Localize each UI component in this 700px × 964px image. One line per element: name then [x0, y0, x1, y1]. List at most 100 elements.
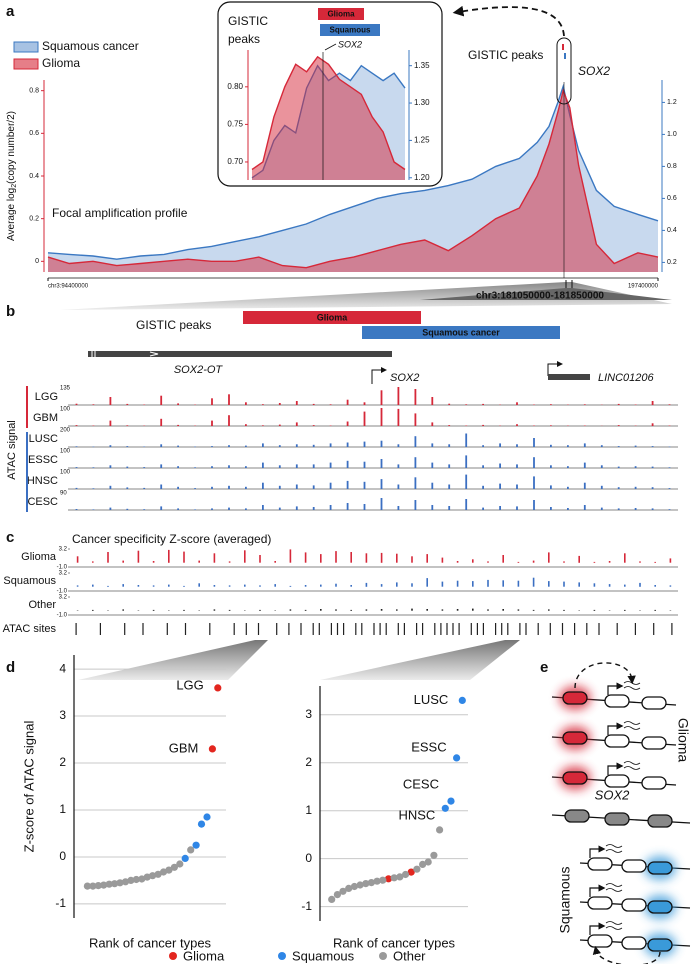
- track-max: 100: [60, 407, 71, 413]
- signal-bar: [245, 424, 247, 426]
- zscore-bar: [608, 584, 611, 587]
- point: [170, 863, 178, 871]
- signal-bar: [533, 476, 535, 489]
- zscore-bar: [578, 555, 580, 563]
- signal-bar: [668, 509, 671, 510]
- y-tick-label: -1: [55, 896, 66, 910]
- zscore-bar: [426, 609, 428, 611]
- zscore-bar: [456, 561, 459, 563]
- signal-bar: [346, 460, 349, 468]
- e-label: Squamous: [557, 867, 573, 934]
- signal-bar: [397, 387, 400, 405]
- zscore-bar: [107, 585, 109, 587]
- panel-label: a: [6, 3, 15, 20]
- y-tick-label: 2: [305, 755, 312, 769]
- element-box: [562, 691, 588, 705]
- signal-bar: [126, 425, 129, 426]
- zscore-bar: [92, 609, 94, 611]
- signal-bar: [397, 408, 400, 426]
- signal-bar: [109, 420, 112, 426]
- signal-bar: [380, 459, 383, 468]
- point: [458, 696, 466, 705]
- signal-bar: [465, 455, 468, 468]
- signal-bar: [177, 445, 179, 447]
- signal-bar: [617, 487, 620, 489]
- zscore-bar: [289, 609, 292, 611]
- point: [192, 841, 200, 849]
- signal-bar: [600, 465, 603, 468]
- signal-bar: [312, 425, 315, 426]
- zscore-bar: [152, 609, 155, 611]
- point: [143, 873, 151, 881]
- point: [396, 873, 404, 881]
- inset-gene: SOX2: [338, 39, 362, 49]
- signal-bar: [109, 465, 112, 468]
- zoom-wedge: [320, 640, 520, 680]
- signal-bar: [75, 467, 78, 468]
- loop-arrow: [574, 662, 636, 689]
- point: [111, 880, 119, 888]
- zscore-bar: [183, 551, 185, 563]
- tss-arrow: [607, 762, 624, 775]
- point: [159, 868, 168, 876]
- signal-bar: [380, 440, 383, 447]
- signal-bar: [533, 404, 535, 405]
- panel-label: c: [6, 529, 14, 546]
- point: [419, 860, 427, 869]
- zscore-bar: [472, 608, 474, 611]
- track-tick-label: -1.0: [57, 565, 68, 571]
- zscore-bar: [472, 559, 474, 563]
- zscore-bar: [426, 578, 428, 587]
- point: [203, 813, 211, 821]
- point: [132, 875, 140, 884]
- signal-bar: [75, 509, 78, 510]
- zscore-bar: [654, 609, 656, 611]
- signal-bar: [651, 423, 654, 426]
- zscore-bar: [532, 577, 535, 587]
- point: [441, 804, 449, 812]
- element-box: [621, 936, 647, 950]
- x-tick-label: 197400000: [628, 284, 659, 290]
- point: [89, 882, 97, 890]
- signal-bar: [92, 425, 95, 426]
- signal-bar: [211, 486, 213, 489]
- zscore-bar: [244, 584, 246, 587]
- peak-box: [556, 37, 572, 105]
- point: [379, 876, 387, 884]
- element-box: [562, 771, 588, 785]
- signal-bar: [482, 485, 484, 489]
- zscore-bar: [624, 584, 626, 587]
- signal-bar: [177, 486, 179, 489]
- point: [453, 754, 461, 762]
- signal-bar: [482, 507, 484, 510]
- zscore-bar: [517, 580, 520, 587]
- signal-bar: [583, 425, 586, 426]
- legend-label: Squamous cancer: [42, 39, 139, 53]
- signal-bar: [617, 403, 620, 405]
- gene-name: SOX2-OT: [174, 364, 224, 376]
- zscore-bar: [92, 561, 94, 563]
- signal-bar: [533, 457, 535, 468]
- signal-bar: [312, 403, 315, 405]
- zoom-band: [420, 288, 672, 300]
- point: [401, 870, 410, 879]
- signal-bar: [346, 480, 349, 489]
- signal-bar: [262, 462, 264, 468]
- zscore-bar: [517, 609, 520, 611]
- signal-bar: [262, 404, 264, 405]
- zoom-arrow: [452, 5, 565, 37]
- zscore-bar: [320, 554, 322, 563]
- signal-bar: [465, 499, 468, 510]
- signal-bar: [448, 464, 451, 468]
- signal-bar: [177, 403, 179, 405]
- gene-body: [548, 374, 590, 380]
- zscore-bar: [441, 609, 444, 611]
- signal-bar: [278, 403, 281, 405]
- signal-bar: [329, 404, 332, 405]
- inset-y2-tick-label: 1.25: [414, 136, 430, 145]
- signal-bar: [380, 479, 383, 489]
- signal-bar: [109, 397, 112, 405]
- signal-bar: [75, 403, 78, 405]
- signal-bar: [414, 477, 417, 489]
- signal-bar: [245, 402, 247, 405]
